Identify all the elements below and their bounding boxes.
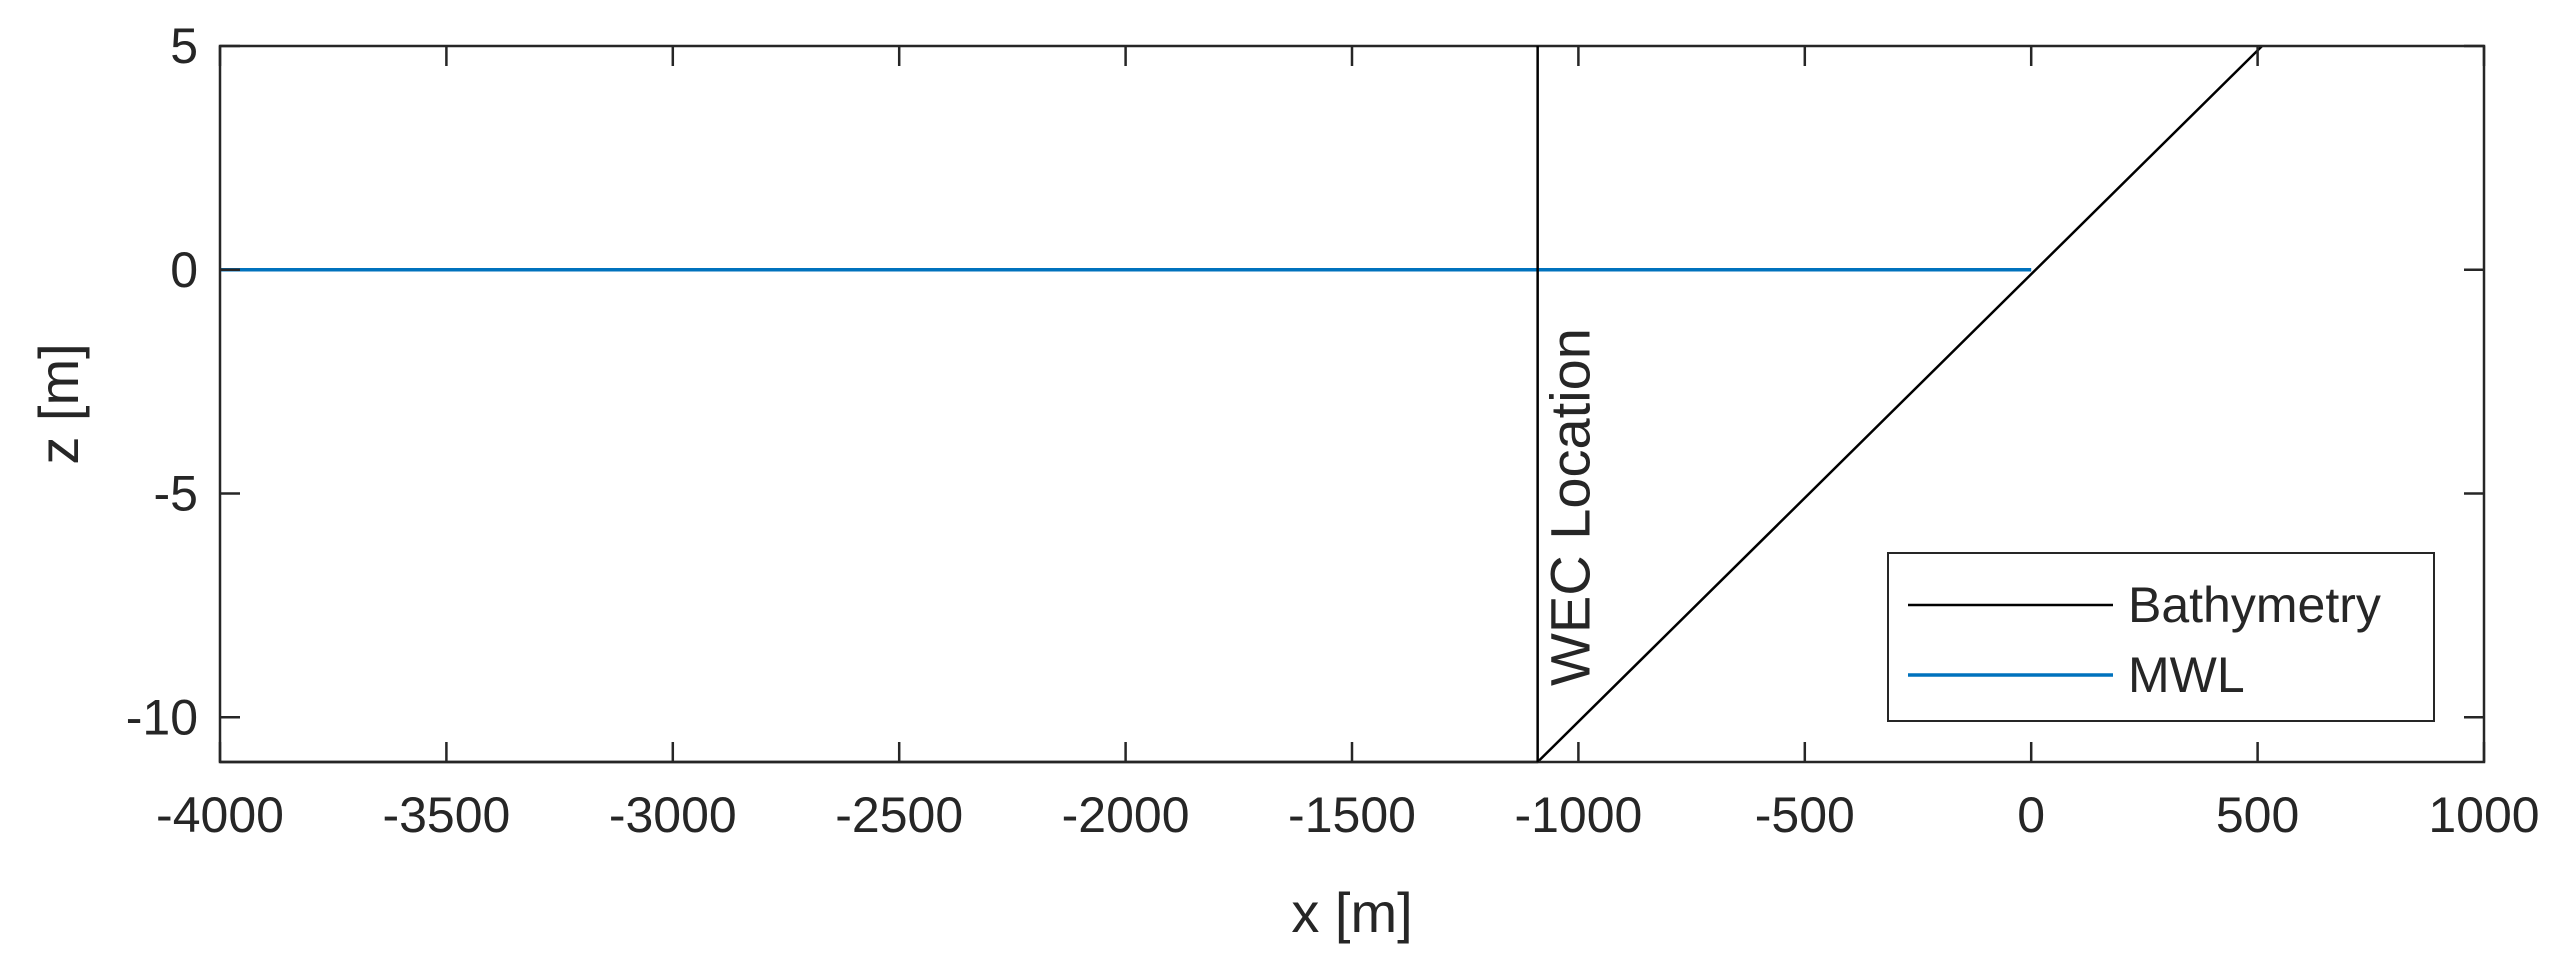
- legend: Bathymetry MWL: [1887, 552, 2435, 722]
- x-tick-label: -3000: [609, 787, 737, 843]
- axes: -4000 -3500 -3000 -2500 -2000 -1500 -1000 -500 0…: [27, 18, 2540, 944]
- annotation-label: WEC Location: [1539, 328, 1602, 686]
- y-tick-label: -10: [126, 689, 198, 745]
- y-tick-label: -5: [154, 466, 198, 522]
- x-tick-label: -1500: [1288, 787, 1416, 843]
- x-tick-label: -4000: [156, 787, 284, 843]
- annotations: WEC Location: [1536, 46, 1602, 762]
- x-tick-label: -2000: [1062, 787, 1190, 843]
- y-tick-label: 5: [170, 18, 198, 74]
- x-tick-label: -500: [1755, 787, 1855, 843]
- legend-label-mwl: MWL: [2128, 647, 2245, 703]
- x-tick-label: 0: [2017, 787, 2045, 843]
- legend-box: [1887, 552, 2435, 722]
- y-tick-label: 0: [170, 242, 198, 298]
- x-tick-label: -2500: [835, 787, 963, 843]
- x-tick-label: 1000: [2428, 787, 2539, 843]
- y-axis-label: z [m]: [27, 343, 90, 464]
- x-tick-label: 500: [2216, 787, 2299, 843]
- x-tick-label: -3500: [382, 787, 510, 843]
- x-axis-label: x [m]: [1291, 881, 1412, 944]
- x-tick-label: -1000: [1514, 787, 1642, 843]
- legend-label-bathymetry: Bathymetry: [2128, 577, 2381, 633]
